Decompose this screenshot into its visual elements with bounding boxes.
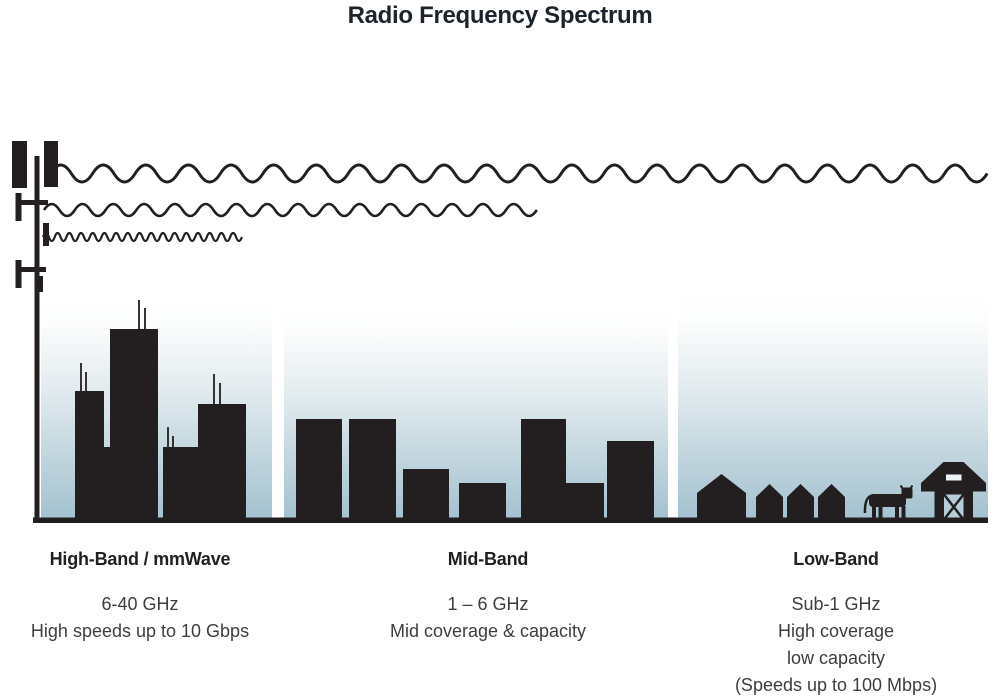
band-frequency: 6-40 GHz <box>101 594 179 614</box>
band-detail: Mid coverage & capacity <box>389 621 587 641</box>
house-icon <box>756 484 783 520</box>
city-skyline-icon <box>75 300 246 520</box>
house-icon <box>818 484 845 520</box>
band-frequency: Sub-1 GHz <box>791 594 881 614</box>
cow-icon <box>863 484 914 520</box>
band-detail: High speeds up to 10 Gbps <box>30 621 250 641</box>
house-icon <box>697 474 746 520</box>
ground-line <box>33 517 988 523</box>
mid-band-panel <box>284 307 668 518</box>
cell-tower-icon <box>12 141 58 519</box>
band-detail: (Speeds up to 100 Mbps) <box>734 675 938 695</box>
high-band-wave-icon <box>41 231 243 243</box>
band-name: Low-Band <box>793 549 879 569</box>
low-band-wave-icon <box>48 163 989 184</box>
midrise-skyline-icon <box>296 419 654 520</box>
band-detail: High coverage <box>777 621 895 641</box>
band-label-mid: Mid-Band 1 – 6 GHz Mid coverage & capaci… <box>365 549 611 645</box>
band-label-low: Low-Band Sub-1 GHz High coverage low cap… <box>713 549 959 699</box>
band-label-high: High-Band / mmWave 6-40 GHz High speeds … <box>17 549 263 645</box>
house-icon <box>787 484 814 520</box>
page-title: Radio Frequency Spectrum <box>347 2 653 29</box>
band-detail: low capacity <box>786 648 886 668</box>
rural-scene <box>697 462 986 521</box>
band-name: High-Band / mmWave <box>49 549 231 569</box>
band-frequency: 1 – 6 GHz <box>447 594 529 614</box>
barn-icon <box>921 462 986 521</box>
band-name: Mid-Band <box>447 549 529 569</box>
mid-band-wave-icon <box>42 202 538 218</box>
